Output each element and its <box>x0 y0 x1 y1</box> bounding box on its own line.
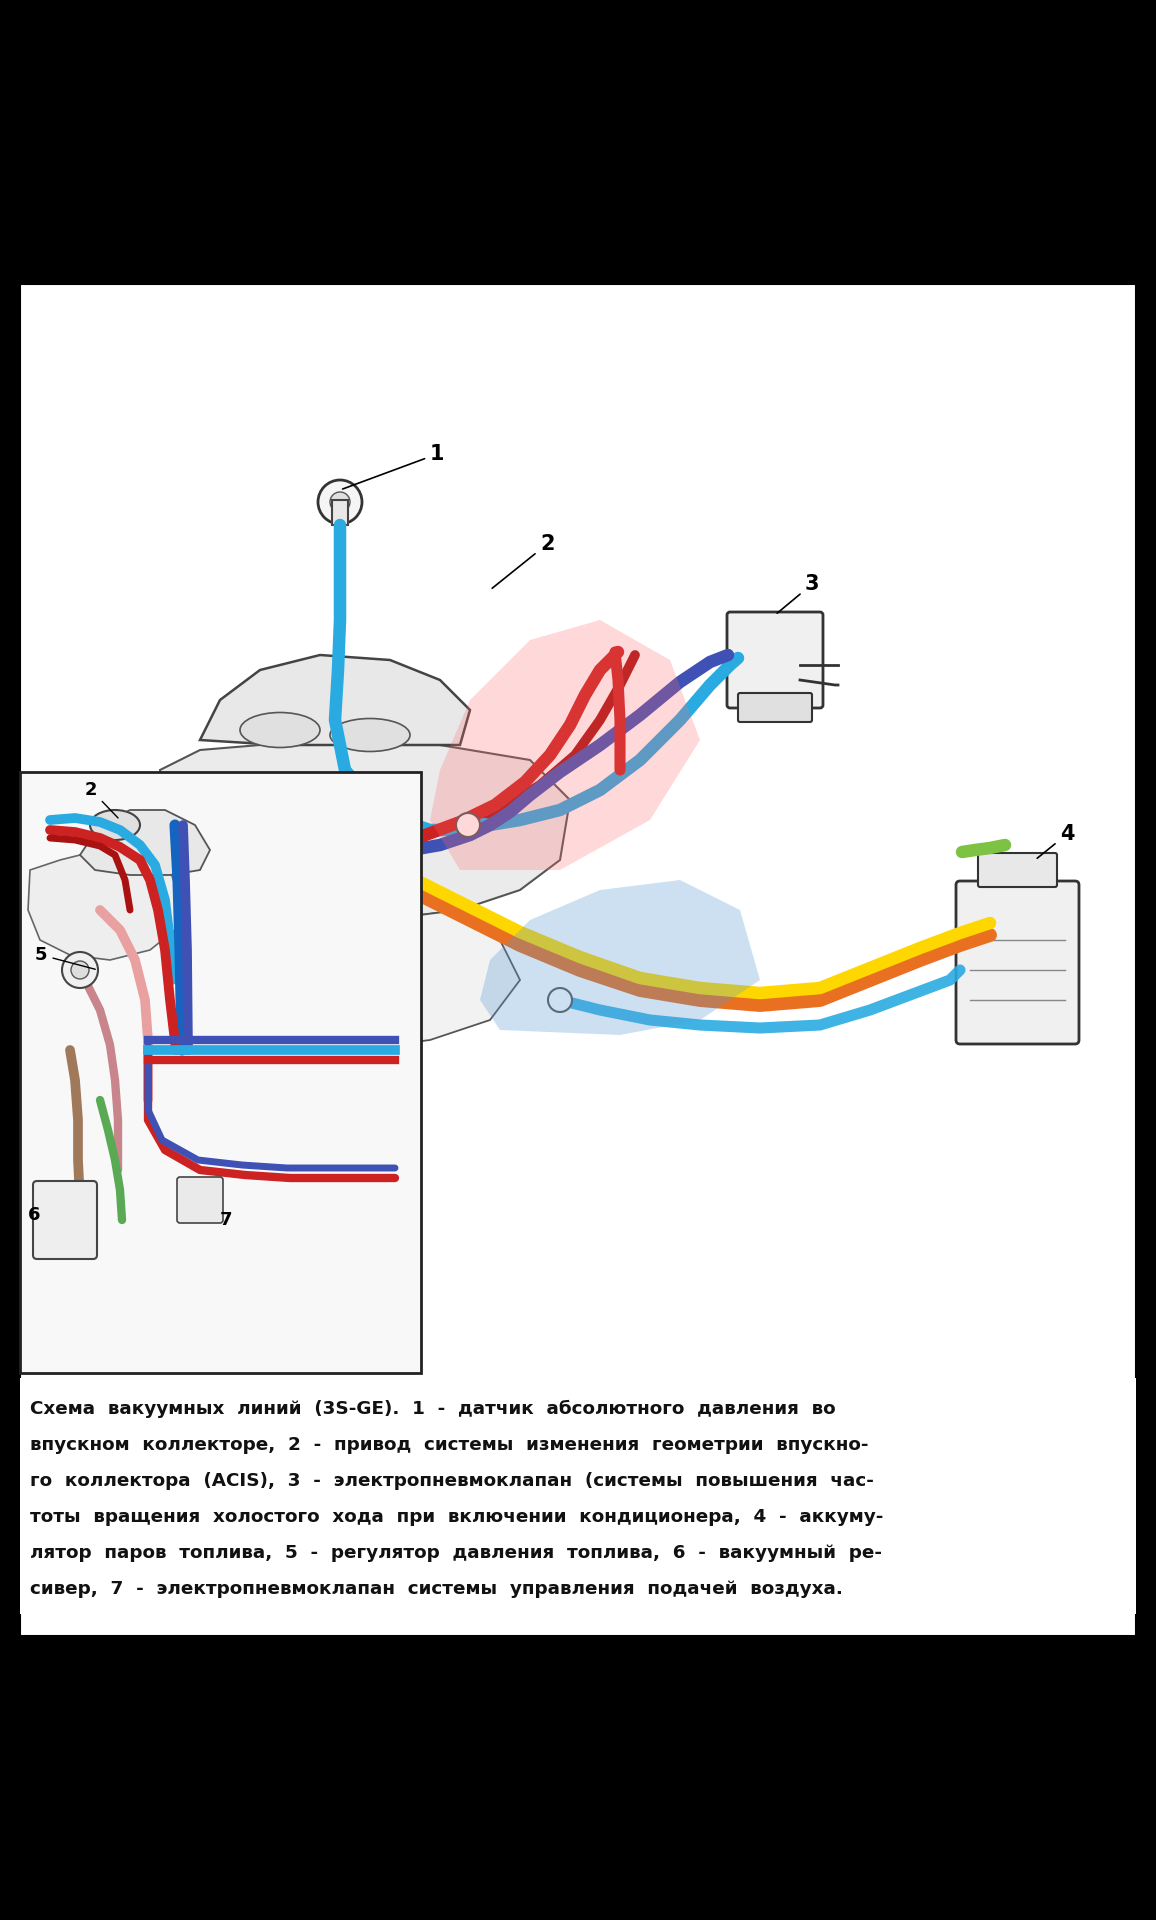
Text: 7: 7 <box>220 1212 232 1229</box>
Text: впускном  коллекторе,  2  -  привод  системы  изменения  геометрии  впускно-: впускном коллекторе, 2 - привод системы … <box>30 1436 868 1453</box>
Polygon shape <box>28 851 180 960</box>
Circle shape <box>62 952 98 989</box>
Text: 1: 1 <box>342 444 445 490</box>
FancyBboxPatch shape <box>177 1177 223 1223</box>
Ellipse shape <box>240 712 320 747</box>
Polygon shape <box>71 910 520 1050</box>
Polygon shape <box>30 851 280 1131</box>
Circle shape <box>71 962 89 979</box>
Text: лятор  паров  топлива,  5  -  регулятор  давления  топлива,  6  -  вакуумный  ре: лятор паров топлива, 5 - регулятор давле… <box>30 1544 882 1563</box>
Bar <box>20 284 1136 1636</box>
Text: тоты  вращения  холостого  хода  при  включении  кондиционера,  4  -  аккуму-: тоты вращения холостого хода при включен… <box>30 1507 883 1526</box>
Text: го  коллектора  (ACIS),  3  -  электропневмоклапан  (системы  повышения  час-: го коллектора (ACIS), 3 - электропневмок… <box>30 1473 874 1490</box>
Ellipse shape <box>90 810 140 841</box>
Circle shape <box>318 480 362 524</box>
Bar <box>20 772 421 1373</box>
Text: сивер,  7  -  электропневмоклапан  системы  управления  подачей  воздуха.: сивер, 7 - электропневмоклапан системы у… <box>30 1580 843 1597</box>
Polygon shape <box>160 739 570 920</box>
FancyBboxPatch shape <box>978 852 1057 887</box>
FancyBboxPatch shape <box>956 881 1079 1044</box>
Bar <box>0 0 1156 284</box>
Circle shape <box>329 492 350 513</box>
Circle shape <box>455 812 480 837</box>
FancyBboxPatch shape <box>738 693 812 722</box>
Text: 3: 3 <box>777 574 820 612</box>
Text: 2: 2 <box>492 534 555 588</box>
Circle shape <box>548 989 572 1012</box>
Polygon shape <box>80 810 210 876</box>
Text: 2: 2 <box>86 781 118 818</box>
FancyBboxPatch shape <box>727 612 823 708</box>
Bar <box>332 499 348 524</box>
Polygon shape <box>200 655 470 745</box>
Bar <box>0 1636 1156 1920</box>
Bar <box>20 1379 1136 1615</box>
FancyBboxPatch shape <box>34 1181 97 1260</box>
Polygon shape <box>430 620 701 870</box>
Ellipse shape <box>329 718 410 751</box>
Text: 4: 4 <box>1037 824 1074 858</box>
Polygon shape <box>480 879 759 1035</box>
Text: 5: 5 <box>35 947 95 970</box>
Text: 6: 6 <box>28 1206 40 1225</box>
Text: Схема  вакуумных  линий  (3S-GE).  1  -  датчик  абсолютного  давления  во: Схема вакуумных линий (3S-GE). 1 - датчи… <box>30 1400 836 1419</box>
Polygon shape <box>25 920 110 1029</box>
